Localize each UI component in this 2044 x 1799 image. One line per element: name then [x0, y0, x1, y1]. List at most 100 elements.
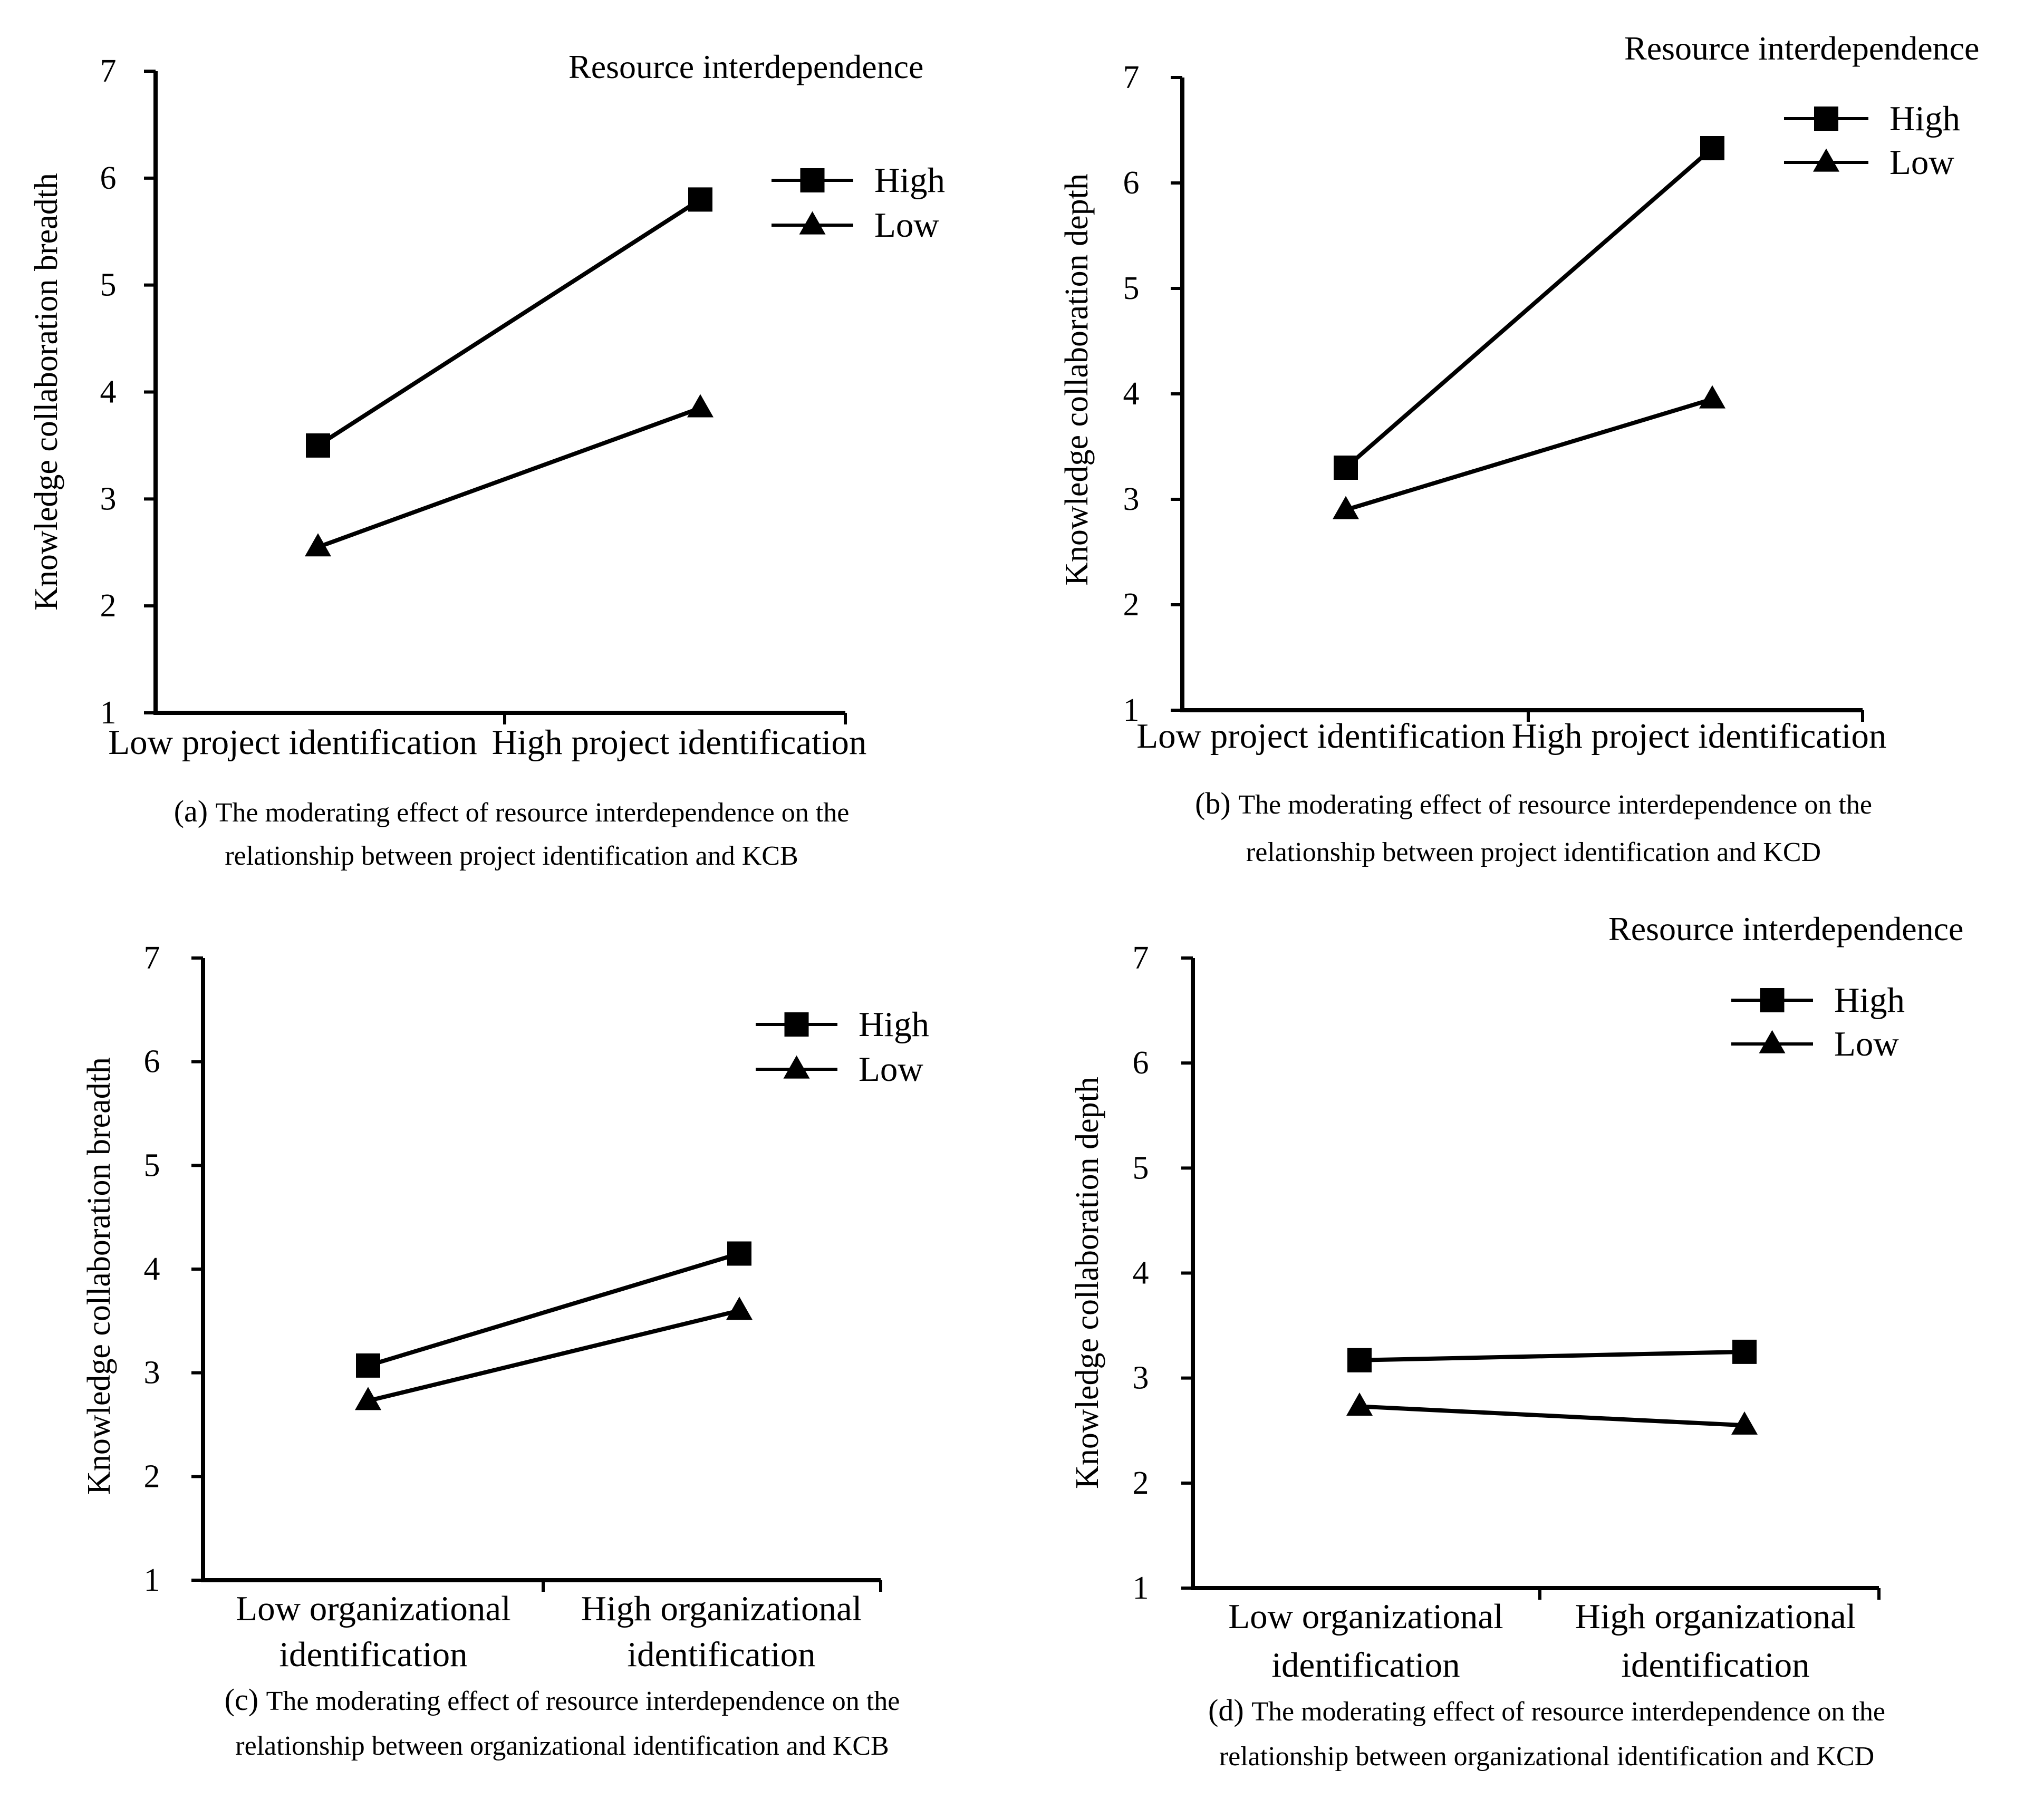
- caption-line-1: (c) The moderating effect of resource in…: [225, 1682, 900, 1717]
- y-tick-label: 5: [100, 267, 117, 303]
- y-axis-label: Knowledge collaboration breadth: [28, 173, 64, 611]
- legend-label-low: Low: [874, 206, 939, 245]
- y-tick-label: 3: [144, 1355, 160, 1391]
- y-tick-label: 2: [144, 1458, 160, 1494]
- legend-label-high: High: [1889, 99, 1960, 138]
- y-tick-label: 7: [1133, 940, 1149, 976]
- caption-line-2: relationship between organizational iden…: [1219, 1742, 1874, 1772]
- series-line-low: [1345, 397, 1713, 512]
- y-tick-label: 4: [100, 374, 117, 410]
- data-point-high: [727, 1241, 751, 1266]
- y-tick-label: 7: [100, 53, 117, 89]
- caption-line-1: (a) The moderating effect of resource in…: [174, 794, 850, 828]
- series-line-low: [368, 1308, 740, 1403]
- data-point-low: [1731, 1411, 1758, 1435]
- y-tick-label: 4: [1123, 376, 1140, 412]
- legend-label-low: Low: [1834, 1024, 1899, 1063]
- y-tick-label: 1: [144, 1562, 160, 1598]
- y-axis-label: Knowledge collaboration breadth: [81, 1057, 117, 1495]
- data-point-high: [688, 187, 712, 212]
- chart-panel-a: 1 2 3 4 5 6 7 Knowledge collaboration breadth Lo…: [28, 48, 945, 871]
- x-category-label: High project identification: [492, 723, 867, 762]
- series-line-low: [1359, 1404, 1745, 1428]
- caption-text: The moderating effect of resource interd…: [266, 1686, 900, 1716]
- caption-prefix: (c): [225, 1682, 266, 1717]
- caption-line-2: relationship between project identificat…: [1246, 837, 1821, 867]
- legend-label-high: High: [859, 1005, 929, 1044]
- legend-marker-low: [1759, 1030, 1786, 1053]
- x-category-label: identification: [1271, 1646, 1460, 1685]
- y-tick-label: 1: [1123, 692, 1140, 728]
- legend-title: Resource interdependence: [1608, 910, 1963, 947]
- x-category-label: Low organizational: [1228, 1597, 1503, 1636]
- legend-marker-low: [799, 211, 826, 235]
- legend-marker-low: [783, 1055, 810, 1079]
- chart-panel-c: 1 2 3 4 5 6 7 Knowledge collaboration breadth Lo…: [81, 940, 929, 1761]
- caption-line-2: relationship between project identificat…: [225, 841, 798, 871]
- y-tick-label: 5: [1133, 1150, 1149, 1186]
- y-axis-label: Knowledge collaboration depth: [1069, 1077, 1105, 1489]
- legend-marker-high: [784, 1012, 809, 1037]
- legend-marker-high: [1760, 988, 1785, 1012]
- y-tick-label: 1: [1133, 1570, 1149, 1606]
- caption-line-1: (b) The moderating effect of resource in…: [1195, 786, 1872, 820]
- legend-title: Resource interdependence: [568, 48, 923, 85]
- data-point-high: [1732, 1339, 1757, 1364]
- legend-label-low: Low: [1889, 143, 1954, 182]
- data-point-low: [1333, 496, 1359, 519]
- data-point-high: [1334, 456, 1358, 480]
- legend-marker-high: [1814, 107, 1838, 131]
- y-tick-label: 6: [1133, 1045, 1149, 1081]
- x-category-label: High project identification: [1512, 717, 1887, 756]
- caption-line-2: relationship between organizational iden…: [235, 1731, 889, 1761]
- y-tick-label: 3: [1123, 481, 1140, 517]
- caption-line-1: (d) The moderating effect of resource in…: [1208, 1693, 1885, 1727]
- data-point-high: [306, 433, 330, 458]
- x-category-label: identification: [627, 1635, 815, 1674]
- series-line-high: [1359, 1349, 1745, 1362]
- y-tick-label: 4: [144, 1251, 160, 1287]
- y-tick-label: 2: [1123, 587, 1140, 623]
- legend-label-high: High: [874, 161, 945, 200]
- y-tick-label: 2: [1133, 1465, 1149, 1501]
- y-tick-label: 6: [1123, 165, 1140, 201]
- series-line-high: [1344, 146, 1714, 470]
- caption-text: The moderating effect of resource interd…: [216, 798, 850, 828]
- data-point-low: [726, 1297, 753, 1320]
- x-category-label: Low project identification: [108, 723, 477, 762]
- legend-marker-high: [800, 168, 825, 192]
- data-point-low: [355, 1387, 381, 1410]
- data-point-high: [1700, 136, 1724, 160]
- chart-panel-d: 1 2 3 4 5 6 7 Knowledge collaboration depth Low …: [1069, 910, 1963, 1772]
- series-line-high: [316, 198, 702, 448]
- data-point-low: [305, 533, 331, 557]
- y-tick-label: 3: [100, 481, 117, 517]
- y-tick-label: 1: [100, 695, 117, 731]
- caption-prefix: (b): [1195, 786, 1238, 820]
- legend-marker-low: [1813, 148, 1839, 172]
- data-point-low: [1346, 1392, 1373, 1416]
- data-point-high: [1347, 1348, 1372, 1372]
- y-tick-label: 7: [1123, 60, 1140, 95]
- caption-prefix: (d): [1208, 1693, 1251, 1727]
- caption-prefix: (a): [174, 794, 216, 828]
- y-tick-label: 6: [100, 160, 117, 196]
- y-tick-label: 7: [144, 940, 160, 976]
- y-tick-label: 4: [1133, 1255, 1149, 1291]
- chart-panel-b: 1 2 3 4 5 6 7 Knowledge collaboration depth Low …: [1059, 30, 1979, 867]
- x-category-label: identification: [279, 1635, 467, 1674]
- caption-text: The moderating effect of resource interd…: [1251, 1697, 1885, 1727]
- x-category-label: Low project identification: [1136, 717, 1506, 756]
- y-tick-label: 5: [144, 1147, 160, 1183]
- data-point-high: [356, 1353, 380, 1378]
- series-line-low: [317, 406, 701, 549]
- y-tick-label: 5: [1123, 270, 1140, 306]
- data-point-low: [687, 394, 714, 418]
- series-line-high: [367, 1251, 740, 1368]
- legend-label-high: High: [1834, 981, 1905, 1020]
- legend-title: Resource interdependence: [1624, 30, 1979, 67]
- caption-text: The moderating effect of resource interd…: [1238, 790, 1872, 820]
- y-tick-label: 3: [1133, 1360, 1149, 1396]
- y-axis-label: Knowledge collaboration depth: [1059, 173, 1095, 586]
